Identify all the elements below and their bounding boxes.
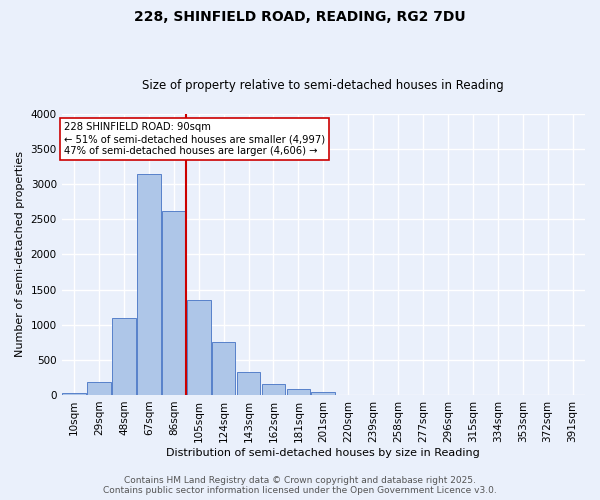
- Y-axis label: Number of semi-detached properties: Number of semi-detached properties: [15, 152, 25, 358]
- Bar: [62, 393, 86, 395]
- Bar: [112, 318, 136, 395]
- Bar: [162, 211, 185, 395]
- Text: Contains HM Land Registry data © Crown copyright and database right 2025.
Contai: Contains HM Land Registry data © Crown c…: [103, 476, 497, 495]
- Bar: [311, 392, 335, 395]
- Title: Size of property relative to semi-detached houses in Reading: Size of property relative to semi-detach…: [142, 79, 504, 92]
- Bar: [287, 388, 310, 395]
- Bar: [87, 382, 111, 395]
- Bar: [137, 174, 161, 395]
- Bar: [187, 300, 211, 395]
- Bar: [237, 372, 260, 395]
- X-axis label: Distribution of semi-detached houses by size in Reading: Distribution of semi-detached houses by …: [166, 448, 480, 458]
- Text: 228, SHINFIELD ROAD, READING, RG2 7DU: 228, SHINFIELD ROAD, READING, RG2 7DU: [134, 10, 466, 24]
- Bar: [212, 342, 235, 395]
- Bar: [262, 384, 286, 395]
- Text: 228 SHINFIELD ROAD: 90sqm
← 51% of semi-detached houses are smaller (4,997)
47% : 228 SHINFIELD ROAD: 90sqm ← 51% of semi-…: [64, 122, 325, 156]
